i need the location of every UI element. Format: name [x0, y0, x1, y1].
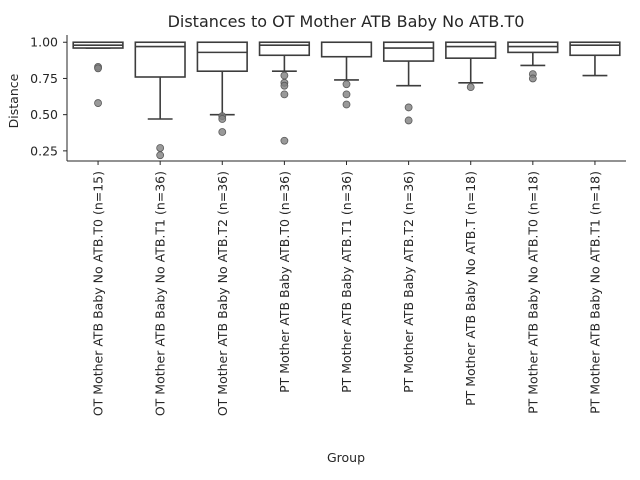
outlier-point: [94, 99, 102, 107]
outlier-point: [342, 90, 351, 99]
iqr-box: [196, 41, 248, 73]
outlier-point: [528, 74, 537, 83]
box-group: [507, 41, 559, 83]
x-tick-label: PT Mother ATB Baby ATB.T0 (n=36): [277, 171, 292, 393]
iqr-box: [382, 41, 435, 62]
x-ticks: OT Mother ATB Baby No ATB.T0 (n=15) OT Mo…: [91, 161, 602, 416]
y-ticks: 0.25 0.50 0.75 1.00: [30, 35, 67, 158]
outlier-point: [218, 115, 227, 123]
y-tick-label: 0.75: [30, 71, 58, 86]
x-tick-label: PT Mother ATB Baby ATB.T1 (n=36): [339, 171, 354, 393]
x-tick-label: PT Mother ATB Baby ATB.T2 (n=36): [401, 171, 416, 393]
y-axis-label: Distance: [6, 73, 21, 128]
y-tick-label: 1.00: [30, 35, 58, 50]
x-tick-label: OT Mother ATB Baby No ATB.T1 (n=36): [153, 171, 168, 416]
x-axis-label: Group: [327, 450, 365, 465]
outlier-point: [342, 80, 351, 89]
outlier-point: [94, 64, 102, 73]
box-group: [569, 41, 621, 77]
box-group: [196, 41, 248, 136]
iqr-box: [445, 41, 497, 59]
box-group: [320, 41, 373, 109]
outlier-point: [156, 144, 165, 152]
outlier-point: [280, 90, 289, 99]
iqr-box: [569, 41, 621, 57]
x-tick-label: OT Mother ATB Baby No ATB.T2 (n=36): [215, 171, 230, 416]
outlier-point: [404, 116, 413, 125]
outlier-point: [218, 128, 227, 136]
outlier-point: [342, 100, 351, 109]
y-tick-label: 0.50: [30, 107, 58, 122]
y-tick-label: 0.25: [30, 143, 58, 158]
iqr-box: [134, 41, 186, 78]
outlier-point: [280, 136, 289, 145]
boxes-layer: [72, 41, 621, 160]
box-group: [134, 41, 186, 160]
box-group: [72, 41, 124, 107]
x-tick-label: PT Mother ATB Baby No ATB.T (n=18): [463, 171, 478, 406]
box-group: [258, 41, 311, 145]
outlier-point: [280, 81, 289, 90]
outlier-point: [156, 151, 165, 160]
x-tick-label: PT Mother ATB Baby No ATB.T1 (n=18): [587, 171, 602, 414]
box-group: [445, 41, 497, 92]
x-tick-label: PT Mother ATB Baby No ATB.T0 (n=18): [525, 171, 540, 414]
iqr-box: [320, 41, 373, 58]
outlier-point: [404, 103, 413, 112]
chart-title: Distances to OT Mother ATB Baby No ATB.T…: [168, 12, 525, 31]
outlier-point: [466, 83, 475, 92]
iqr-box: [258, 41, 311, 57]
x-tick-label: OT Mother ATB Baby No ATB.T0 (n=15): [91, 171, 106, 416]
outlier-point: [280, 71, 289, 80]
box-group: [382, 41, 435, 125]
